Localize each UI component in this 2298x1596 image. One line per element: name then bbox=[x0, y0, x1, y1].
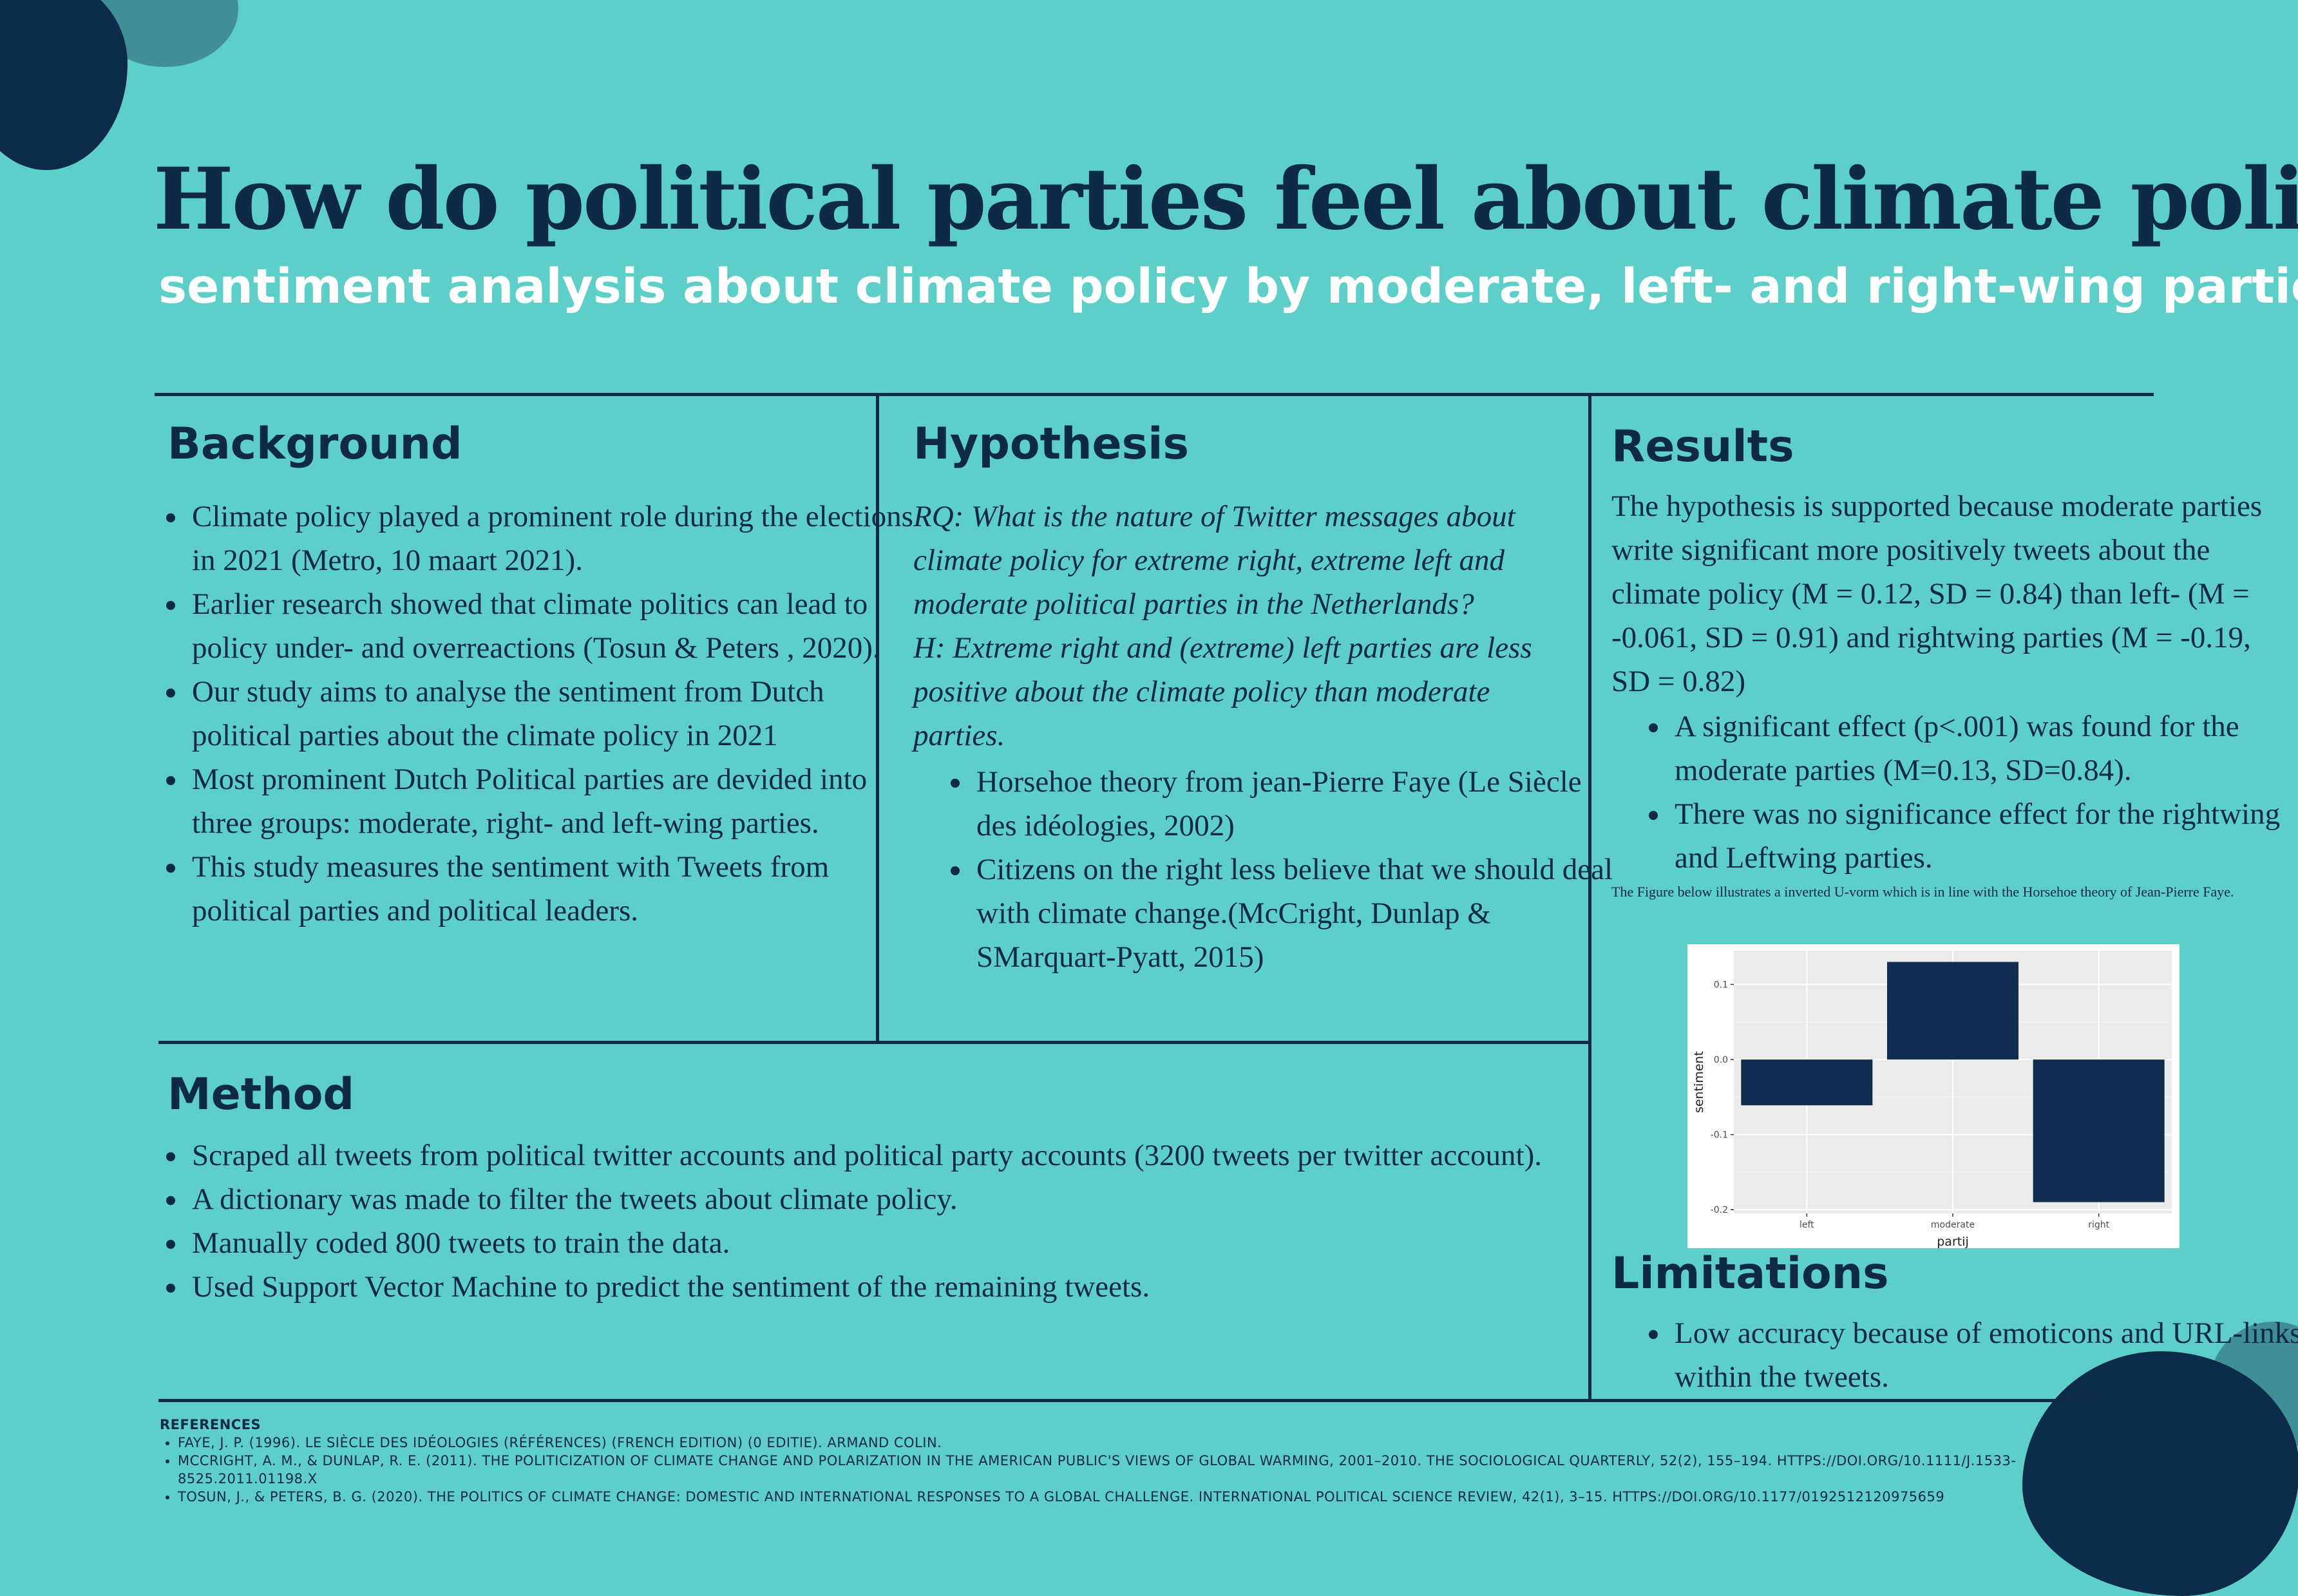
method-heading: Method bbox=[167, 1069, 355, 1120]
x-tick-label: left bbox=[1799, 1220, 1814, 1230]
limitations-list: Low accuracy because of emoticons and UR… bbox=[1637, 1311, 2298, 1399]
poster-title: How do political parties feel about clim… bbox=[153, 149, 2298, 249]
research-question: RQ: What is the nature of Twitter messag… bbox=[913, 495, 1583, 757]
bars bbox=[1741, 962, 2165, 1202]
method-list: Scraped all tweets from political twitte… bbox=[155, 1134, 1605, 1309]
results-list: A significant effect (p<.001) was found … bbox=[1637, 705, 2298, 880]
y-tick-label: -0.2 bbox=[1711, 1205, 1728, 1215]
references: REFERENCES Faye, J. P. (1996). Le Siècle… bbox=[160, 1416, 2027, 1506]
x-axis-label: partij bbox=[1937, 1235, 1969, 1248]
divider-vertical-1 bbox=[876, 395, 879, 1042]
list-item: Low accuracy because of emoticons and UR… bbox=[1671, 1311, 2298, 1399]
limitations-heading: Limitations bbox=[1611, 1248, 1889, 1299]
reference-item: Tosun, J., & Peters, B. G. (2020). The p… bbox=[178, 1488, 2027, 1506]
list-item: Horsehoe theory from jean-Pierre Faye (L… bbox=[973, 760, 1617, 848]
list-item: Earlier research showed that climate pol… bbox=[188, 582, 916, 670]
hypothesis-list: Horsehoe theory from jean-Pierre Faye (L… bbox=[939, 760, 1617, 979]
background-list: Climate policy played a prominent role d… bbox=[155, 495, 916, 933]
figure-caption: The Figure below illustrates a inverted … bbox=[1611, 884, 2234, 900]
bar-right bbox=[2033, 1059, 2165, 1202]
y-tick-label: 0.1 bbox=[1714, 980, 1728, 990]
list-item: Most prominent Dutch Political parties a… bbox=[188, 757, 916, 845]
decorative-blob bbox=[0, 0, 128, 170]
bar-moderate bbox=[1887, 962, 2018, 1060]
results-summary: The hypothesis is supported because mode… bbox=[1611, 489, 2263, 698]
list-item: A dictionary was made to filter the twee… bbox=[188, 1177, 1605, 1221]
x-tick-label: moderate bbox=[1931, 1220, 1975, 1230]
list-item: A significant effect (p<.001) was found … bbox=[1671, 705, 2298, 792]
poster-subtitle: sentiment analysis about climate policy … bbox=[158, 259, 2298, 314]
list-item: Our study aims to analyse the sentiment … bbox=[188, 670, 916, 757]
x-axis-ticks: left moderate right bbox=[1799, 1213, 2110, 1230]
references-heading: REFERENCES bbox=[160, 1417, 261, 1432]
reference-item: Faye, J. P. (1996). Le Siècle des idéolo… bbox=[178, 1434, 2027, 1452]
reference-item: McCright, A. M., & Dunlap, R. E. (2011).… bbox=[178, 1452, 2027, 1488]
y-tick-label: 0.0 bbox=[1714, 1055, 1728, 1065]
method-rule bbox=[158, 1041, 1591, 1044]
list-item: Used Support Vector Machine to predict t… bbox=[188, 1265, 1605, 1309]
background-heading: Background bbox=[167, 419, 462, 470]
list-item: Climate policy played a prominent role d… bbox=[188, 495, 916, 582]
chart-svg: 0.10.0-0.1-0.2 left moderate right partij … bbox=[1692, 951, 2172, 1248]
sentiment-bar-chart: 0.1 0.0 -0.1 -0.2 left moderate right partij … bbox=[1687, 944, 2179, 1248]
divider-vertical-2 bbox=[1588, 395, 1591, 1401]
hypothesis-text: H: Extreme right and (extreme) left part… bbox=[913, 631, 1532, 752]
list-item: This study measures the sentiment with T… bbox=[188, 845, 916, 933]
list-item: Scraped all tweets from political twitte… bbox=[188, 1134, 1605, 1177]
x-tick-label: right bbox=[2088, 1220, 2109, 1230]
results-heading: Results bbox=[1611, 421, 1794, 472]
list-item: Citizens on the right less believe that … bbox=[973, 848, 1617, 979]
y-axis-ticks: 0.1 0.0 -0.1 -0.2 bbox=[1711, 980, 1734, 1215]
hypothesis-heading: Hypothesis bbox=[913, 419, 1189, 470]
rq-text: RQ: What is the nature of Twitter messag… bbox=[913, 500, 1515, 621]
bar-left bbox=[1741, 1059, 1873, 1106]
y-tick-label: -0.1 bbox=[1711, 1130, 1728, 1141]
list-item: There was no significance effect for the… bbox=[1671, 792, 2298, 880]
bottom-rule bbox=[158, 1399, 2103, 1402]
list-item: Manually coded 800 tweets to train the d… bbox=[188, 1221, 1605, 1265]
top-rule bbox=[155, 393, 2154, 396]
y-axis-label: sentiment bbox=[1692, 1051, 1706, 1113]
